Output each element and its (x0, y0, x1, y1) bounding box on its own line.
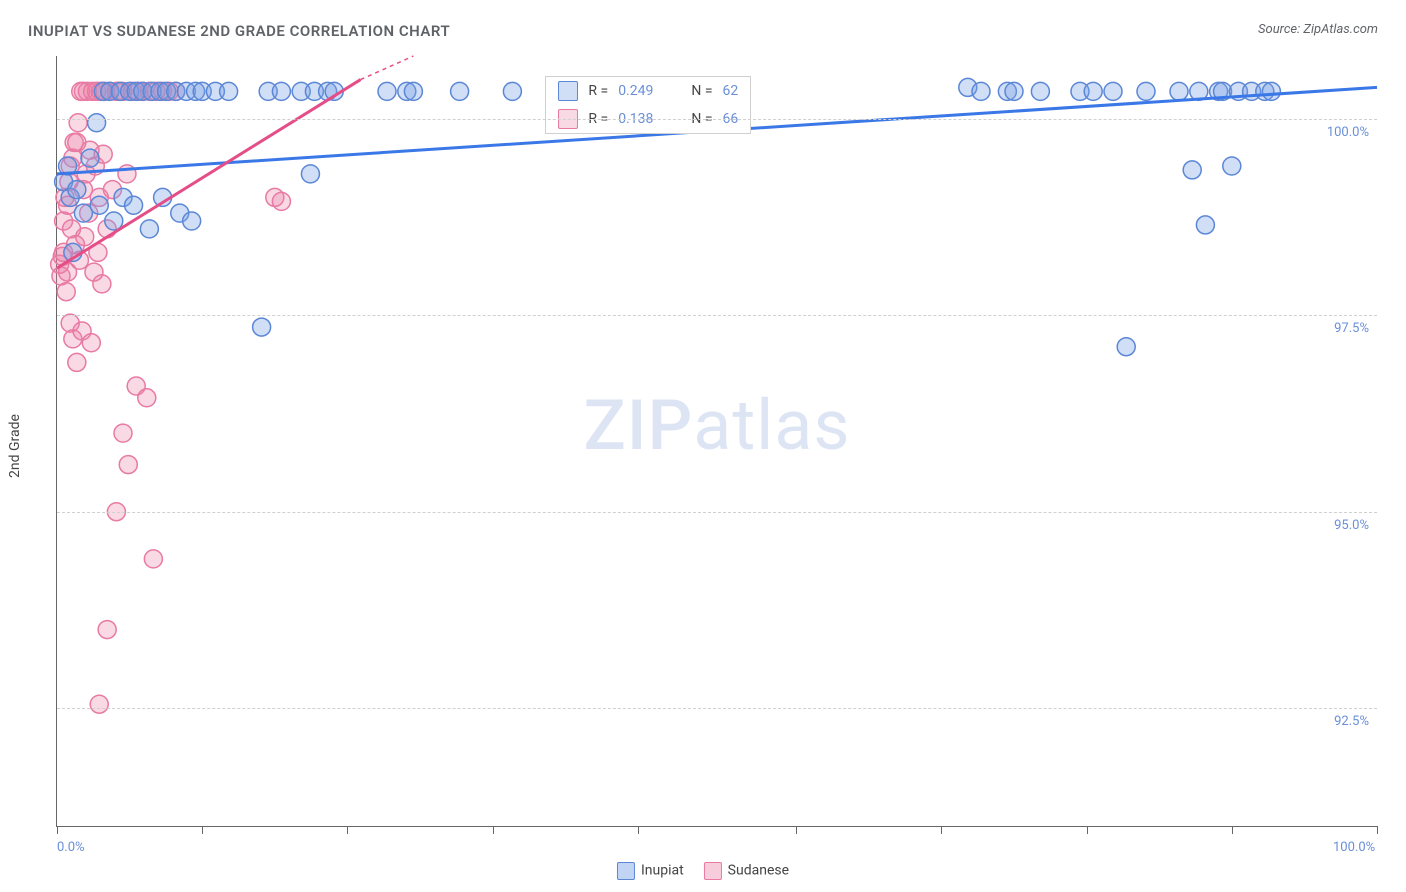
plot-svg (57, 56, 1377, 826)
scatter-point (404, 82, 422, 100)
scatter-point (272, 192, 290, 210)
scatter-point (69, 114, 87, 132)
x-tick (941, 826, 942, 834)
scatter-point (1170, 82, 1188, 100)
scatter-point (183, 212, 201, 230)
scatter-point (1262, 82, 1280, 100)
scatter-point (301, 165, 319, 183)
scatter-point (1196, 216, 1214, 234)
scatter-point (138, 389, 156, 407)
x-tick (1377, 826, 1378, 834)
scatter-point (220, 82, 238, 100)
source-attribution: Source: ZipAtlas.com (1258, 22, 1378, 37)
x-tick (1232, 826, 1233, 834)
x-tick (202, 826, 203, 834)
scatter-point (90, 695, 108, 713)
scatter-point (81, 149, 99, 167)
scatter-point (253, 318, 271, 336)
gridline-h (57, 512, 1377, 513)
chart-container: INUPIAT VS SUDANESE 2ND GRADE CORRELATIO… (0, 0, 1406, 892)
stats-legend-box: R = 0.249N = 62R = 0.138N = 66 (545, 76, 751, 134)
x-tick (347, 826, 348, 834)
scatter-point (93, 275, 111, 293)
gridline-h (57, 119, 1377, 120)
stats-n-label: N = (691, 83, 712, 99)
scatter-point (972, 82, 990, 100)
scatter-point (68, 181, 86, 199)
legend-item-sudanese: Sudanese (704, 862, 789, 880)
y-tick-label: 92.5% (1334, 714, 1369, 729)
scatter-point (272, 82, 290, 100)
scatter-point (1104, 82, 1122, 100)
scatter-point (90, 196, 108, 214)
gridline-h (57, 708, 1377, 709)
y-tick-label: 95.0% (1334, 518, 1369, 533)
stats-n-value: 62 (723, 83, 739, 99)
scatter-point (1183, 161, 1201, 179)
gridline-h (57, 315, 1377, 316)
legend-item-inupiat: Inupiat (617, 862, 684, 880)
legend-label-inupiat: Inupiat (641, 863, 684, 879)
scatter-point (1137, 82, 1155, 100)
legend-label-sudanese: Sudanese (728, 863, 789, 879)
scatter-point (114, 424, 132, 442)
scatter-point (451, 82, 469, 100)
scatter-point (1031, 82, 1049, 100)
x-tick-label: 100.0% (1333, 840, 1375, 855)
scatter-point (378, 82, 396, 100)
stats-r-label: R = (588, 83, 608, 99)
scatter-point (119, 456, 137, 474)
scatter-point (140, 220, 158, 238)
y-axis-label: 2nd Grade (7, 414, 23, 478)
trend-line-ext (361, 56, 414, 80)
legend-swatch-sudanese (704, 862, 722, 880)
scatter-point (68, 353, 86, 371)
scatter-point (1084, 82, 1102, 100)
scatter-point (76, 228, 94, 246)
stats-row: R = 0.249 N = 62 (546, 77, 750, 105)
legend-bottom: Inupiat Sudanese (617, 862, 789, 880)
x-tick (1087, 826, 1088, 834)
x-tick-label: 0.0% (57, 840, 85, 855)
scatter-point (1005, 82, 1023, 100)
x-tick (57, 826, 58, 834)
scatter-point (144, 550, 162, 568)
scatter-point (98, 621, 116, 639)
scatter-point (88, 114, 106, 132)
plot-area: ZIPatlas R = 0.249N = 62R = 0.138N = 66 … (56, 56, 1377, 827)
x-tick (796, 826, 797, 834)
scatter-point (125, 196, 143, 214)
x-tick (638, 826, 639, 834)
stats-r-value: 0.249 (618, 83, 653, 99)
y-tick-label: 100.0% (1327, 125, 1369, 140)
scatter-point (1117, 338, 1135, 356)
scatter-point (82, 334, 100, 352)
y-tick-label: 97.5% (1334, 321, 1369, 336)
scatter-point (503, 82, 521, 100)
x-tick (493, 826, 494, 834)
scatter-point (57, 283, 75, 301)
chart-title: INUPIAT VS SUDANESE 2ND GRADE CORRELATIO… (28, 22, 450, 40)
legend-swatch-inupiat (617, 862, 635, 880)
stats-swatch (558, 81, 578, 101)
scatter-point (1223, 157, 1241, 175)
